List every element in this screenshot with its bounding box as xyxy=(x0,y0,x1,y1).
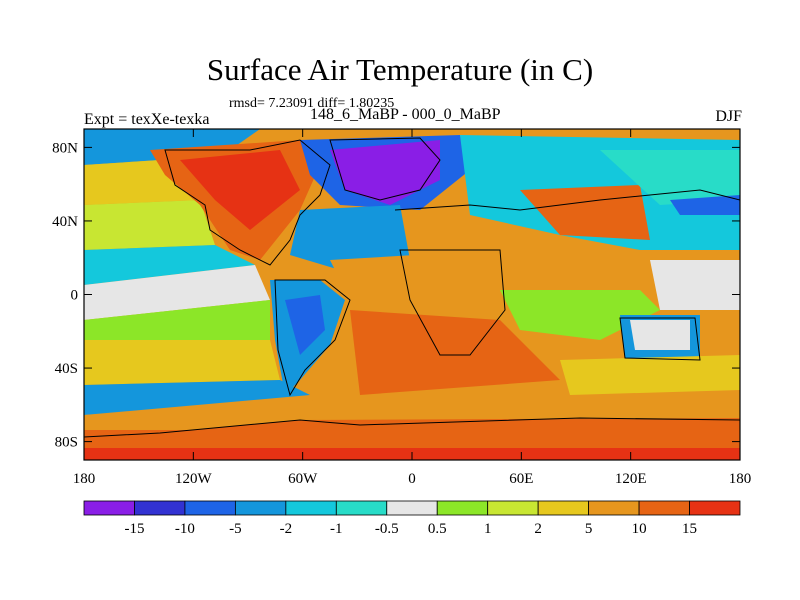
colorbar-swatch xyxy=(335,500,388,516)
lon-tick-label: 120E xyxy=(615,471,647,487)
colorbar-swatch xyxy=(638,500,690,516)
lat-tick-label: 40S xyxy=(55,361,78,377)
colorbar-swatch xyxy=(537,500,590,516)
lon-tick-label: 0 xyxy=(408,471,416,487)
colorbar-label: 2 xyxy=(534,521,542,537)
lon-tick-label: 180 xyxy=(73,471,96,487)
colorbar-labels: -15 -10 -5 -2 -1 -0.5 0.5 1 2 5 10 15 xyxy=(124,521,697,537)
colorbar-label: -10 xyxy=(175,521,195,537)
colorbar-swatch xyxy=(386,500,438,516)
colorbar-label: -2 xyxy=(280,521,293,537)
colorbar-swatch xyxy=(689,500,741,516)
colorbar-label: 5 xyxy=(585,521,593,537)
lat-tick-label: 80N xyxy=(52,140,78,156)
lon-tick-label: 60W xyxy=(288,471,318,487)
lat-tick-label: 0 xyxy=(71,288,79,304)
coastlines xyxy=(84,137,740,438)
colorbar-label: 15 xyxy=(682,521,697,537)
lat-tick-label: 80S xyxy=(55,435,78,451)
period-label: 148_6_MaBP - 000_0_MaBP xyxy=(310,106,501,123)
colorbar-label: 0.5 xyxy=(428,521,447,537)
colorbar-label: -5 xyxy=(229,521,242,537)
colorbar-swatch xyxy=(234,500,287,516)
lat-tick-label: 40N xyxy=(52,214,78,230)
colorbar-label: 10 xyxy=(632,521,647,537)
colorbar-label: -1 xyxy=(330,521,343,537)
colorbar-swatch xyxy=(436,500,489,516)
experiment-label: Expt = texXe-texka xyxy=(84,111,210,128)
colorbar xyxy=(83,500,741,516)
lon-tick-label: 120W xyxy=(175,471,213,487)
colorbar-swatch xyxy=(184,500,236,516)
longitude-axis: 180 120W 60W 0 60E 120E 180 xyxy=(73,129,752,487)
temperature-field xyxy=(84,129,740,460)
colorbar-swatch xyxy=(83,500,135,516)
colorbar-swatch xyxy=(134,500,186,516)
stats-subtitle: rmsd= 7.23091 diff= 1.80235 xyxy=(229,96,395,111)
colorbar-swatch xyxy=(588,500,640,516)
colorbar-swatch xyxy=(487,500,539,516)
latitude-axis: 80N 40N 0 40S 80S xyxy=(52,140,740,451)
lon-tick-label: 60E xyxy=(509,471,533,487)
colorbar-swatch xyxy=(285,500,337,516)
lon-tick-label: 180 xyxy=(729,471,752,487)
colorbar-label: -0.5 xyxy=(375,521,399,537)
plot-title: Surface Air Temperature (in C) xyxy=(206,52,594,87)
colorbar-label: -15 xyxy=(124,521,144,537)
season-label: DJF xyxy=(715,108,742,125)
colorbar-label: 1 xyxy=(484,521,492,537)
